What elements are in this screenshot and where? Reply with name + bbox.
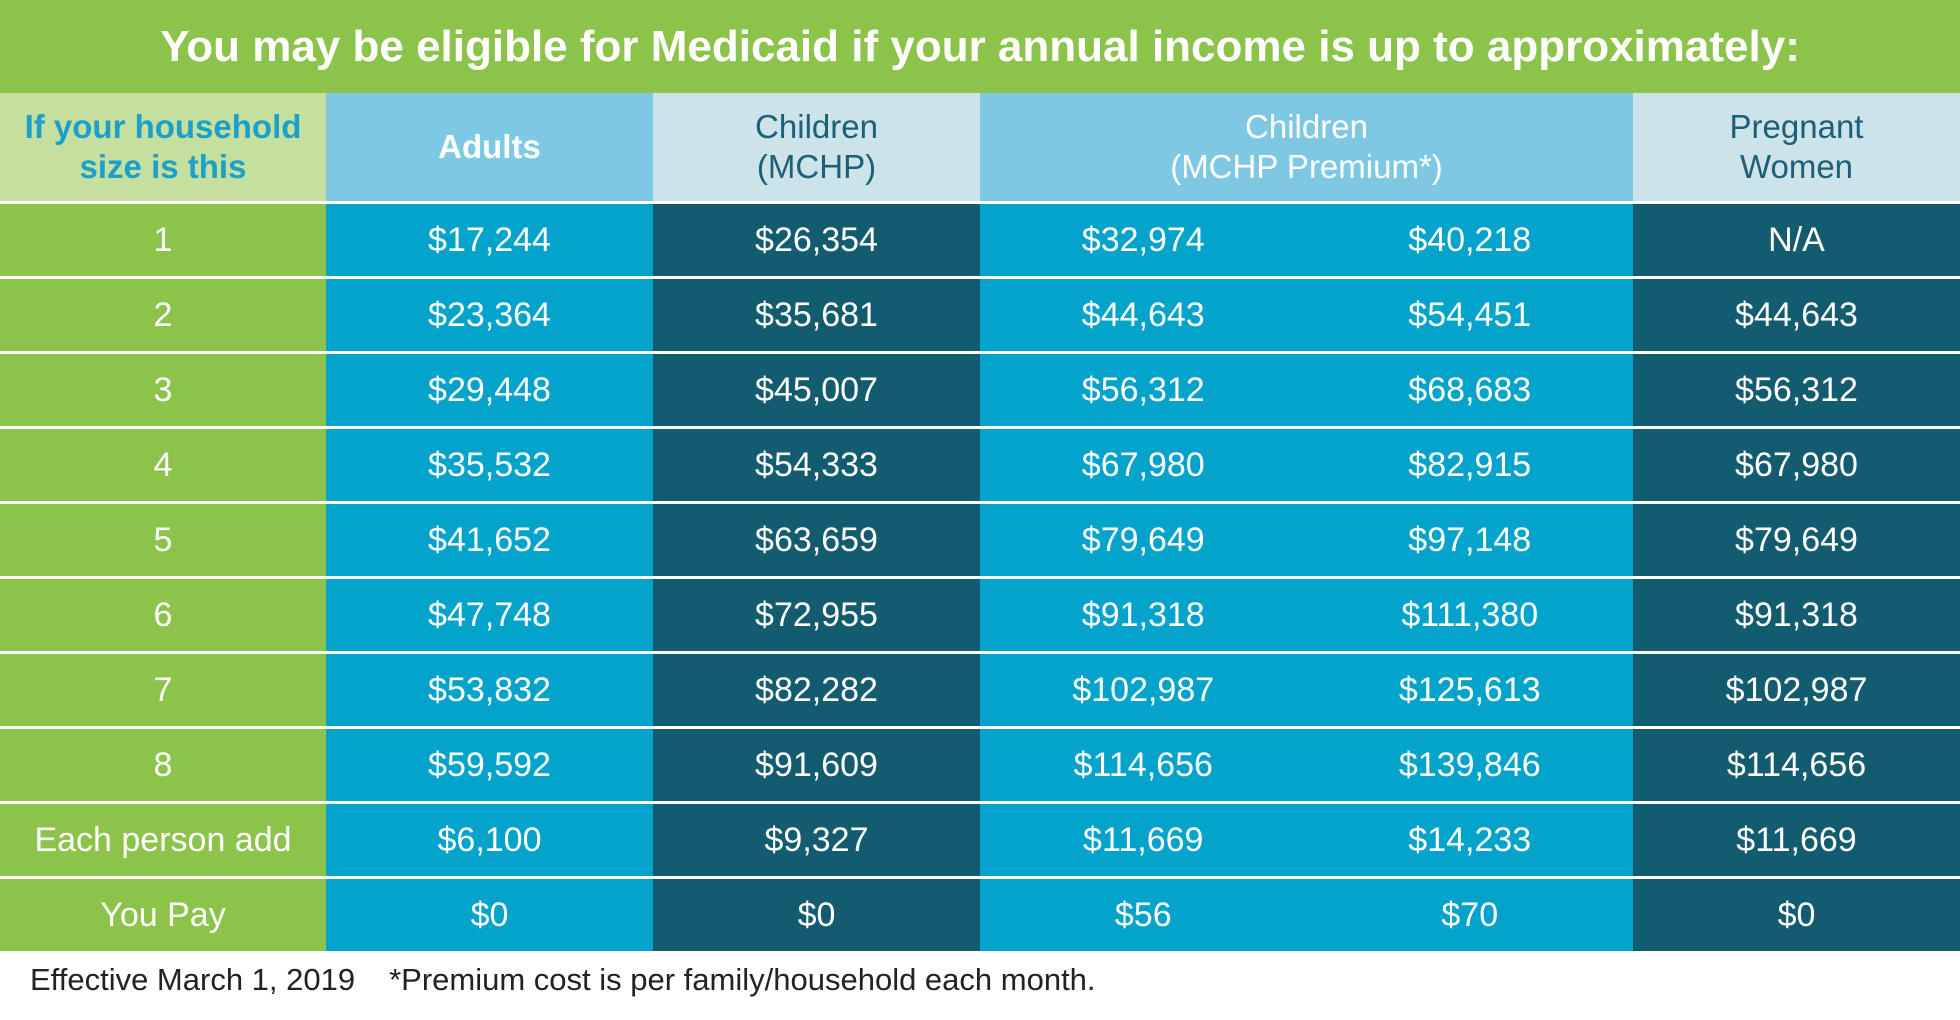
premium-lower-value: $56,312 [1081, 370, 1205, 409]
premium-lower-value: $91,318 [1081, 595, 1205, 634]
pregnant-women-income-cell: $79,649 [1633, 501, 1960, 576]
household-size-cell: 1 [0, 201, 326, 276]
pregnant-women-income-cell: $11,669 [1633, 801, 1960, 876]
children-mchp-income-cell: $91,609 [653, 726, 980, 801]
children-mchp-income-cell: $54,333 [653, 426, 980, 501]
pregnant-women-income-cell: $0 [1633, 876, 1960, 951]
header-adults: Adults [326, 93, 653, 201]
header-household-size-line-2: size is this [79, 148, 247, 185]
premium-footnote: *Premium cost is per family/household ea… [389, 962, 1096, 997]
header-household-size-line-1: If your household [24, 108, 302, 146]
children-mchp-income-cell: $82,282 [653, 651, 980, 726]
pregnant-women-income-cell: $102,987 [1633, 651, 1960, 726]
header-children-mchp-line-1: Children [755, 108, 878, 146]
adults-income-cell: $35,532 [326, 426, 653, 501]
premium-upper-value: $70 [1441, 895, 1499, 934]
premium-upper-value: $68,683 [1408, 370, 1532, 409]
premium-upper-value: $125,613 [1398, 670, 1541, 709]
children-mchp-income-cell: $63,659 [653, 501, 980, 576]
premium-lower-value: $32,974 [1081, 220, 1205, 259]
header-pregnant-women-line-1: Pregnant [1729, 108, 1864, 146]
children-mchp-premium-cell: $114,656 $139,846 [980, 726, 1633, 801]
household-size-cell: Each person add [0, 801, 326, 876]
adults-income-cell: $6,100 [326, 801, 653, 876]
page-title: You may be eligible for Medicaid if your… [0, 0, 1960, 93]
adults-income-cell: $59,592 [326, 726, 653, 801]
children-mchp-premium-cell: $102,987 $125,613 [980, 651, 1633, 726]
children-mchp-income-cell: $9,327 [653, 801, 980, 876]
footer: Effective March 1, 2019 *Premium cost is … [30, 962, 1096, 998]
header-household-size: If your household size is this [0, 93, 326, 201]
household-size-cell: 3 [0, 351, 326, 426]
premium-lower-value: $102,987 [1072, 670, 1215, 709]
household-size-cell: You Pay [0, 876, 326, 951]
header-children-mchp-premium-line-2: (MCHP Premium*) [1170, 148, 1443, 185]
household-size-cell: 6 [0, 576, 326, 651]
adults-income-cell: $53,832 [326, 651, 653, 726]
pregnant-women-income-cell: $91,318 [1633, 576, 1960, 651]
children-mchp-income-cell: $0 [653, 876, 980, 951]
pregnant-women-income-cell: $114,656 [1633, 726, 1960, 801]
pregnant-women-income-cell: $44,643 [1633, 276, 1960, 351]
pregnant-women-income-cell: $56,312 [1633, 351, 1960, 426]
premium-lower-value: $67,980 [1081, 445, 1205, 484]
pregnant-women-income-cell: N/A [1633, 201, 1960, 276]
children-mchp-income-cell: $35,681 [653, 276, 980, 351]
header-pregnant-women-line-2: Women [1739, 148, 1854, 185]
premium-upper-value: $54,451 [1408, 295, 1532, 334]
income-table: If your household size is this Adults Ch… [0, 93, 1960, 951]
premium-upper-value: $97,148 [1408, 520, 1532, 559]
premium-lower-value: $56 [1114, 895, 1172, 934]
adults-income-cell: $0 [326, 876, 653, 951]
premium-upper-value: $40,218 [1408, 220, 1532, 259]
household-size-cell: 2 [0, 276, 326, 351]
children-mchp-premium-cell: $11,669 $14,233 [980, 801, 1633, 876]
premium-upper-value: $82,915 [1408, 445, 1532, 484]
household-size-cell: 4 [0, 426, 326, 501]
premium-lower-value: $44,643 [1081, 295, 1205, 334]
children-mchp-income-cell: $45,007 [653, 351, 980, 426]
household-size-cell: 5 [0, 501, 326, 576]
premium-lower-value: $79,649 [1081, 520, 1205, 559]
adults-income-cell: $47,748 [326, 576, 653, 651]
adults-income-cell: $41,652 [326, 501, 653, 576]
children-mchp-premium-cell: $44,643 $54,451 [980, 276, 1633, 351]
children-mchp-premium-cell: $32,974 $40,218 [980, 201, 1633, 276]
household-size-cell: 8 [0, 726, 326, 801]
children-mchp-income-cell: $72,955 [653, 576, 980, 651]
children-mchp-premium-cell: $67,980 $82,915 [980, 426, 1633, 501]
pregnant-women-income-cell: $67,980 [1633, 426, 1960, 501]
premium-upper-value: $14,233 [1408, 820, 1532, 859]
premium-lower-value: $114,656 [1073, 745, 1213, 784]
adults-income-cell: $17,244 [326, 201, 653, 276]
header-pregnant-women: Pregnant Women [1633, 93, 1960, 201]
children-mchp-premium-cell: $56 $70 [980, 876, 1633, 951]
children-mchp-premium-cell: $56,312 $68,683 [980, 351, 1633, 426]
children-mchp-premium-cell: $91,318 $111,380 [980, 576, 1633, 651]
effective-date: Effective March 1, 2019 [30, 962, 356, 997]
children-mchp-income-cell: $26,354 [653, 201, 980, 276]
household-size-cell: 7 [0, 651, 326, 726]
adults-income-cell: $23,364 [326, 276, 653, 351]
premium-upper-value: $139,846 [1398, 745, 1541, 784]
header-children-mchp-premium: Children (MCHP Premium*) [980, 93, 1633, 201]
header-children-mchp: Children (MCHP) [653, 93, 980, 201]
header-children-mchp-line-2: (MCHP) [756, 148, 877, 185]
adults-income-cell: $29,448 [326, 351, 653, 426]
header-children-mchp-premium-line-1: Children [1245, 108, 1368, 146]
premium-upper-value: $111,380 [1401, 595, 1539, 634]
children-mchp-premium-cell: $79,649 $97,148 [980, 501, 1633, 576]
premium-lower-value: $11,669 [1083, 820, 1204, 859]
